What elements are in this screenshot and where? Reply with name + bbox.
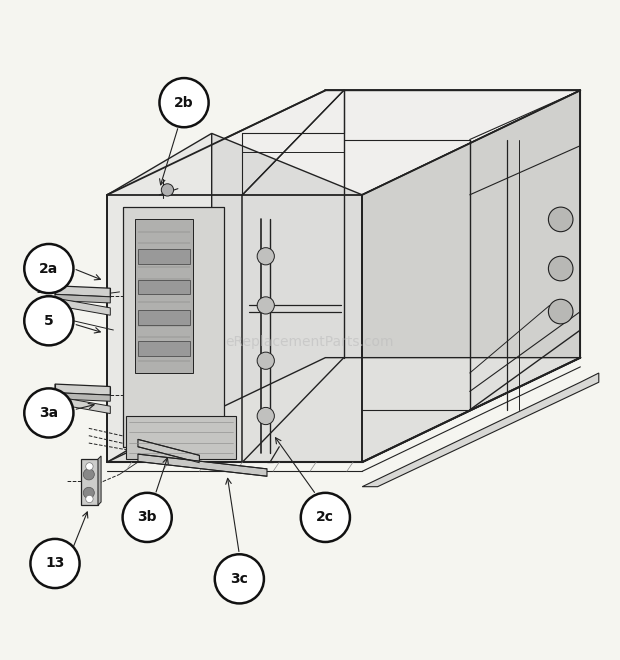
Polygon shape [55,397,110,414]
Polygon shape [55,286,110,297]
Polygon shape [362,373,599,486]
Circle shape [215,554,264,603]
Polygon shape [138,249,190,263]
Polygon shape [107,90,580,195]
Circle shape [161,183,174,196]
Circle shape [257,407,275,424]
Circle shape [83,469,94,480]
Circle shape [159,78,208,127]
Circle shape [86,463,93,470]
Circle shape [30,539,79,588]
Polygon shape [55,294,110,303]
Circle shape [257,297,275,314]
Polygon shape [98,456,101,505]
Text: 3c: 3c [231,572,248,586]
Circle shape [86,495,93,503]
Text: eReplacementParts.com: eReplacementParts.com [226,335,394,349]
Circle shape [123,493,172,542]
Text: 3b: 3b [138,510,157,525]
Circle shape [257,352,275,370]
Text: 2b: 2b [174,96,194,110]
Polygon shape [362,90,580,462]
Circle shape [257,248,275,265]
Text: 3a: 3a [39,406,58,420]
Polygon shape [138,454,267,477]
Circle shape [24,244,73,293]
Text: 2a: 2a [39,261,58,276]
Polygon shape [126,416,236,459]
Polygon shape [138,310,190,325]
Circle shape [549,256,573,281]
Circle shape [301,493,350,542]
Text: 13: 13 [45,556,64,570]
Polygon shape [138,440,200,463]
Text: 2c: 2c [316,510,334,525]
Polygon shape [107,133,211,462]
Circle shape [24,296,73,345]
Polygon shape [55,393,110,401]
Circle shape [83,487,94,498]
Circle shape [24,388,73,438]
Text: 5: 5 [44,314,54,328]
Circle shape [549,299,573,324]
Circle shape [549,207,573,232]
Polygon shape [138,280,190,294]
Polygon shape [55,384,110,395]
Polygon shape [55,298,110,315]
Polygon shape [211,133,362,462]
Polygon shape [81,459,98,505]
Polygon shape [107,358,580,462]
Polygon shape [123,207,224,447]
Polygon shape [135,219,193,373]
Polygon shape [138,341,190,356]
